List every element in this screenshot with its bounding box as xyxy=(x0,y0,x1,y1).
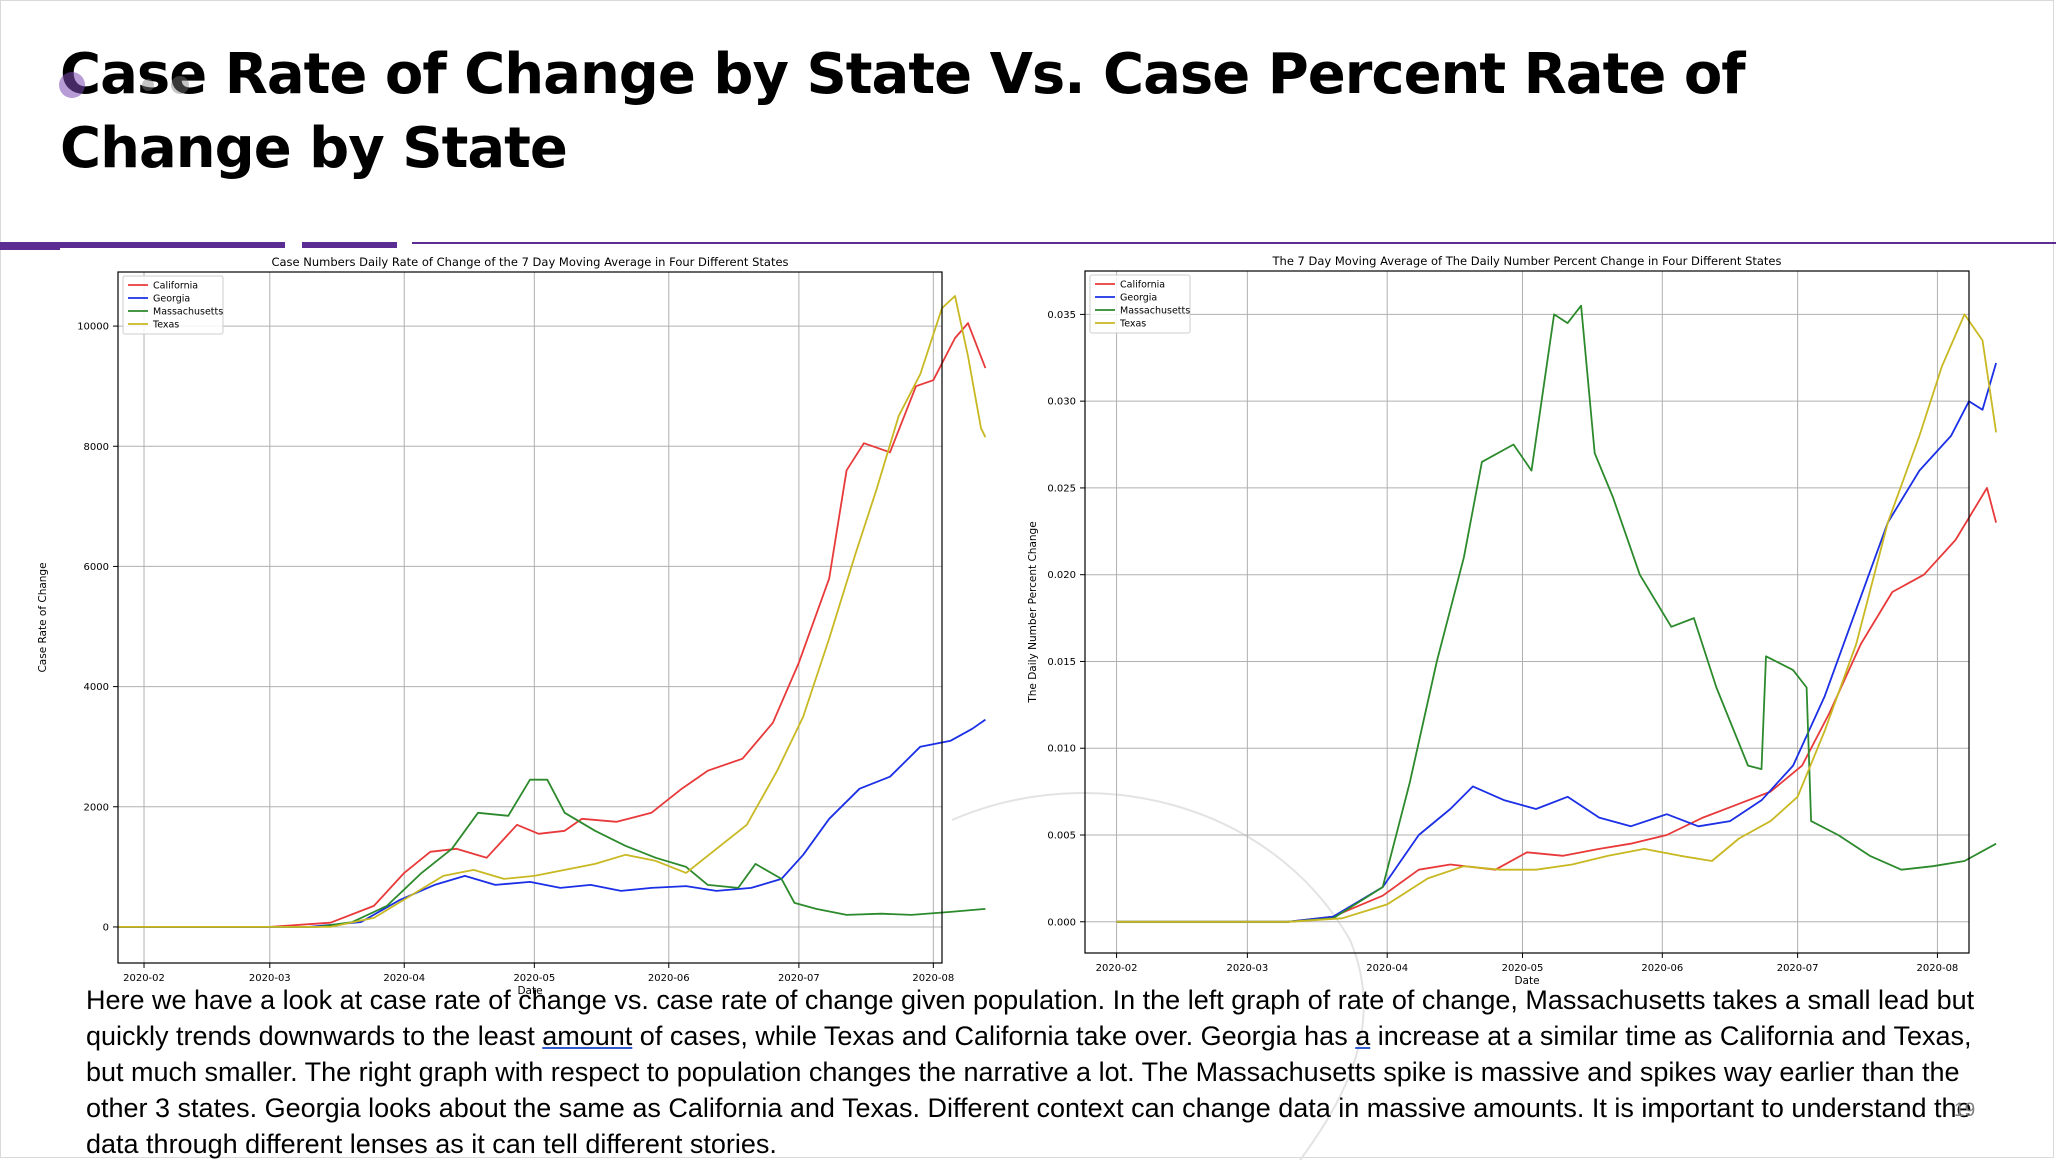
c1-y-tick-label-6: 0.030 xyxy=(1047,397,1076,408)
c1-y-tick-label-0: 0.000 xyxy=(1047,917,1076,928)
c1-series-texas-line xyxy=(1116,313,1997,923)
c1-y-tick-label-2: 0.010 xyxy=(1047,744,1076,755)
c1-legend-label-california: California xyxy=(1120,280,1165,291)
c1-y-tick-label-4: 0.020 xyxy=(1047,570,1076,581)
c1-x-tick-label-2: 2020-04 xyxy=(1366,963,1408,974)
c0-series-massachusetts-line xyxy=(118,778,986,928)
c1-x-tick-label-0: 2020-02 xyxy=(1096,963,1138,974)
c1-legend-label-massachusetts: Massachusetts xyxy=(1120,306,1190,317)
decorative-arc xyxy=(951,792,1365,1160)
c0-series-california-line xyxy=(118,322,987,928)
c0-y-tick-label-2: 4000 xyxy=(84,682,109,693)
body-text-part-3: increase at a similar time as California… xyxy=(86,1021,1972,1159)
body-text-underlined-amount: amount xyxy=(542,1021,633,1051)
c1-x-tick-label-3: 2020-05 xyxy=(1502,963,1544,974)
page-number: 19 xyxy=(1954,1100,1976,1121)
c1-chart-title: The 7 Day Moving Average of The Daily Nu… xyxy=(1272,254,1782,268)
c1-x-tick-label-4: 2020-06 xyxy=(1641,963,1683,974)
c0-x-tick-label-4: 2020-06 xyxy=(648,973,690,984)
c1-legend-label-texas: Texas xyxy=(1119,319,1146,330)
c0-x-tick-label-2: 2020-04 xyxy=(383,973,425,984)
c0-chart-title: Case Numbers Daily Rate of Change of the… xyxy=(271,255,788,269)
c0-x-tick-label-0: 2020-02 xyxy=(123,973,165,984)
c1-y-tick-label-3: 0.015 xyxy=(1047,657,1076,668)
c0-series-texas-line xyxy=(118,295,987,928)
c0-y-tick-label-1: 2000 xyxy=(84,802,109,813)
c1-x-axis-label: Date xyxy=(1514,975,1539,987)
c1-series-massachusetts-line xyxy=(1116,304,1997,923)
c0-y-tick-label-0: 0 xyxy=(103,922,109,933)
c0-legend-label-georgia: Georgia xyxy=(153,294,190,305)
c1-plot-frame xyxy=(1084,270,1970,954)
c1-y-tick-label-5: 0.025 xyxy=(1047,483,1076,494)
c0-x-axis-label: Date xyxy=(517,985,542,997)
c0-x-tick-label-3: 2020-05 xyxy=(513,973,555,984)
c1-x-tick-label-6: 2020-08 xyxy=(1917,963,1959,974)
c1-series-california-line xyxy=(1116,487,1997,923)
c0-y-tick-label-5: 10000 xyxy=(77,322,109,333)
body-text-part-1: Here we have a look at case rate of chan… xyxy=(86,985,1975,1051)
c1-y-axis-label: The Daily Number Percent Change xyxy=(1027,521,1039,703)
body-paragraph: Here we have a look at case rate of chan… xyxy=(86,982,1986,1162)
c0-legend-label-california: California xyxy=(153,281,198,292)
body-text-underlined-a: a xyxy=(1355,1021,1371,1051)
c1-legend: California Georgia Massachusetts Texas xyxy=(1089,274,1191,334)
c0-series-georgia-line xyxy=(118,718,986,928)
title-accent-dots xyxy=(59,72,189,98)
c1-legend-box xyxy=(1089,274,1191,334)
body-text-part-2: of cases, while Texas and California tak… xyxy=(632,1021,1356,1051)
c0-legend-label-texas: Texas xyxy=(152,320,179,331)
c0-y-axis-label: Case Rate of Change xyxy=(37,562,49,672)
c0-legend-label-massachusetts: Massachusetts xyxy=(153,307,223,318)
c0-y-tick-label-4: 8000 xyxy=(84,442,109,453)
c1-y-tick-label-7: 0.035 xyxy=(1047,310,1076,321)
c1-x-tick-label-5: 2020-07 xyxy=(1777,963,1819,974)
c0-plot-frame xyxy=(117,271,943,964)
c1-series-georgia-line xyxy=(1116,362,1997,923)
c1-legend-label-georgia: Georgia xyxy=(1120,293,1157,304)
c0-x-tick-label-5: 2020-07 xyxy=(778,973,820,984)
c0-x-tick-label-1: 2020-03 xyxy=(249,973,291,984)
c1-x-tick-label-1: 2020-03 xyxy=(1226,963,1268,974)
c0-y-tick-label-3: 6000 xyxy=(84,562,109,573)
c1-y-tick-label-1: 0.005 xyxy=(1047,830,1076,841)
c0-legend: California Georgia Massachusetts Texas xyxy=(122,275,224,335)
c0-legend-box xyxy=(122,275,224,335)
c0-x-tick-label-6: 2020-08 xyxy=(912,973,954,984)
title-divider-rule xyxy=(0,242,2056,250)
slide-title: Case Rate of Change by State Vs. Case Pe… xyxy=(60,42,1746,181)
